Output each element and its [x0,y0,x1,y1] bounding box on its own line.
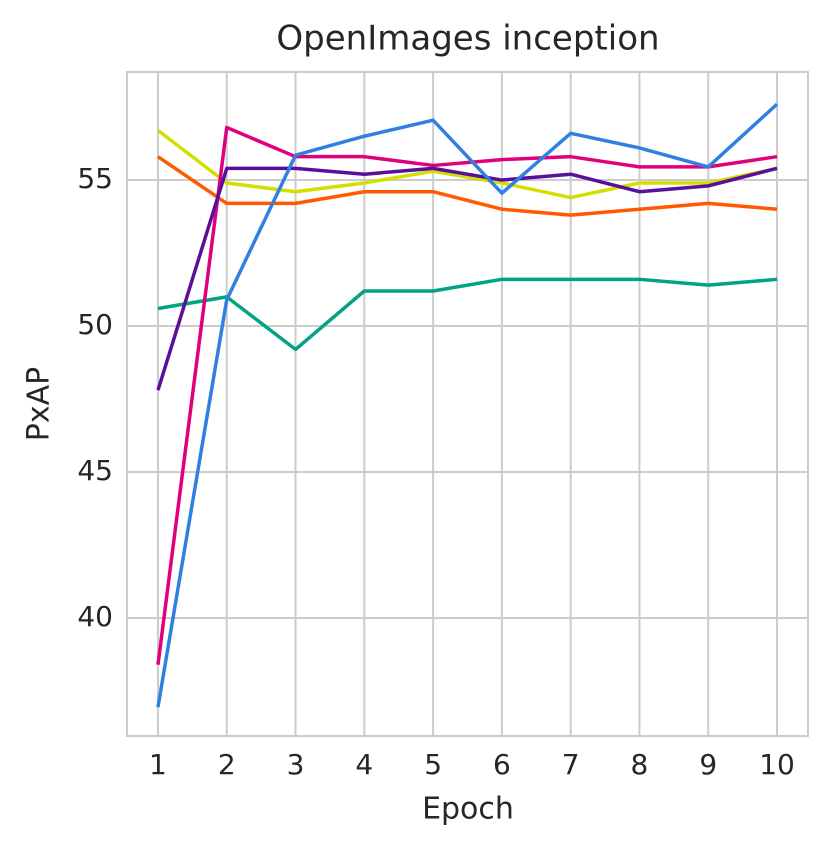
y-tick-label: 50 [77,308,113,341]
x-tick-label: 3 [287,748,305,781]
x-tick-label: 4 [355,748,373,781]
data-line [156,129,778,200]
data-line [156,155,778,217]
y-axis-label: PxAP [22,367,57,441]
chart-title: OpenImages inception [276,19,659,59]
x-tick-label: 8 [631,748,649,781]
x-tick-label: 1 [149,748,167,781]
x-tick-label: 10 [759,748,795,781]
data-line [157,277,778,352]
plot-frame [126,71,809,737]
x-axis-label: Epoch [422,792,514,827]
y-tick-label: 45 [77,454,113,487]
x-tick-label: 5 [424,748,442,781]
y-tick-label: 55 [77,162,113,195]
x-tick-label: 7 [562,748,580,781]
data-line [156,102,779,708]
y-tick-label: 40 [77,600,113,633]
x-tick-label: 2 [218,748,236,781]
x-tick-label: 9 [699,748,717,781]
data-line [156,166,778,391]
data-line [156,125,778,665]
x-tick-label: 6 [493,748,511,781]
